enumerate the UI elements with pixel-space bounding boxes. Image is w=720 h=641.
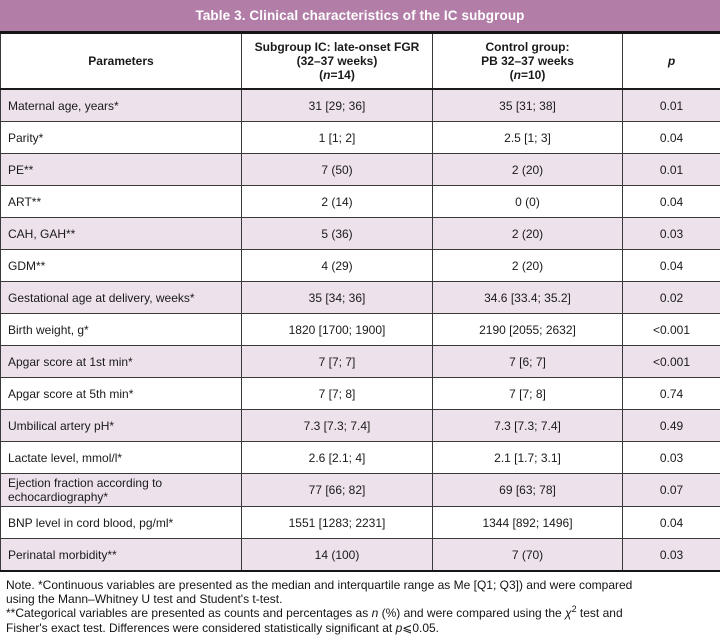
header-parameters: Parameters — [1, 34, 242, 89]
table-note: Note. *Continuous variables are presente… — [0, 572, 720, 641]
row-control-value: 2.1 [1.7; 3.1] — [433, 442, 623, 474]
row-parameter: Gestational age at delivery, weeks* — [1, 282, 242, 314]
table-row: Apgar score at 5th min*7 [7; 8]7 [7; 8]0… — [1, 378, 720, 410]
row-control-value: 2 (20) — [433, 250, 623, 282]
row-fgr-value: 4 (29) — [242, 250, 433, 282]
row-parameter: Birth weight, g* — [1, 314, 242, 346]
table-row: Apgar score at 1st min*7 [7; 7]7 [6; 7]<… — [1, 346, 720, 378]
row-parameter: Perinatal morbidity** — [1, 539, 242, 572]
table-row: CAH, GAH**5 (36)2 (20)0.03 — [1, 218, 720, 250]
row-parameter: Apgar score at 1st min* — [1, 346, 242, 378]
row-p-value: <0.001 — [623, 346, 720, 378]
row-p-value: 0.01 — [623, 154, 720, 186]
row-parameter: Ejection fraction according to echocardi… — [1, 474, 242, 507]
row-fgr-value: 1 [1; 2] — [242, 122, 433, 154]
row-control-value: 2.5 [1; 3] — [433, 122, 623, 154]
row-control-value: 1344 [892; 1496] — [433, 507, 623, 539]
row-parameter: CAH, GAH** — [1, 218, 242, 250]
table-row: Perinatal morbidity**14 (100)7 (70)0.03 — [1, 539, 720, 572]
row-fgr-value: 7 (50) — [242, 154, 433, 186]
row-fgr-value: 7 [7; 7] — [242, 346, 433, 378]
row-p-value: 0.03 — [623, 218, 720, 250]
header-p: p — [623, 34, 720, 89]
row-parameter: GDM** — [1, 250, 242, 282]
table-row: Parity*1 [1; 2]2.5 [1; 3]0.04 — [1, 122, 720, 154]
row-fgr-value: 14 (100) — [242, 539, 433, 572]
row-p-value: <0.001 — [623, 314, 720, 346]
row-p-value: 0.04 — [623, 250, 720, 282]
row-p-value: 0.01 — [623, 89, 720, 122]
table-row: PE**7 (50)2 (20)0.01 — [1, 154, 720, 186]
header-subgroup-ic: Subgroup IC: late-onset FGR(32–37 weeks)… — [242, 34, 433, 89]
row-parameter: BNP level in cord blood, pg/ml* — [1, 507, 242, 539]
table-row: BNP level in cord blood, pg/ml*1551 [128… — [1, 507, 720, 539]
row-p-value: 0.02 — [623, 282, 720, 314]
row-control-value: 7 (70) — [433, 539, 623, 572]
table-row: Maternal age, years*31 [29; 36]35 [31; 3… — [1, 89, 720, 122]
row-fgr-value: 7.3 [7.3; 7.4] — [242, 410, 433, 442]
row-parameter: PE** — [1, 154, 242, 186]
row-parameter: ART** — [1, 186, 242, 218]
row-control-value: 34.6 [33.4; 35.2] — [433, 282, 623, 314]
table-row: Umbilical artery pH*7.3 [7.3; 7.4]7.3 [7… — [1, 410, 720, 442]
row-control-value: 7 [7; 8] — [433, 378, 623, 410]
row-parameter: Parity* — [1, 122, 242, 154]
header-row: Parameters Subgroup IC: late-onset FGR(3… — [1, 34, 720, 89]
table-row: Ejection fraction according to echocardi… — [1, 474, 720, 507]
row-control-value: 7.3 [7.3; 7.4] — [433, 410, 623, 442]
table-row: Lactate level, mmol/l*2.6 [2.1; 4]2.1 [1… — [1, 442, 720, 474]
row-p-value: 0.04 — [623, 507, 720, 539]
row-control-value: 2190 [2055; 2632] — [433, 314, 623, 346]
table-body: Maternal age, years*31 [29; 36]35 [31; 3… — [1, 89, 720, 571]
row-parameter: Apgar score at 5th min* — [1, 378, 242, 410]
row-control-value: 35 [31; 38] — [433, 89, 623, 122]
row-fgr-value: 35 [34; 36] — [242, 282, 433, 314]
row-fgr-value: 2.6 [2.1; 4] — [242, 442, 433, 474]
row-fgr-value: 1820 [1700; 1900] — [242, 314, 433, 346]
row-fgr-value: 1551 [1283; 2231] — [242, 507, 433, 539]
row-fgr-value: 2 (14) — [242, 186, 433, 218]
header-control-group: Control group:PB 32–37 weeks(n=10) — [433, 34, 623, 89]
row-p-value: 0.03 — [623, 442, 720, 474]
row-p-value: 0.04 — [623, 186, 720, 218]
row-p-value: 0.49 — [623, 410, 720, 442]
row-parameter: Lactate level, mmol/l* — [1, 442, 242, 474]
row-fgr-value: 7 [7; 8] — [242, 378, 433, 410]
clinical-characteristics-table: Parameters Subgroup IC: late-onset FGR(3… — [0, 34, 720, 572]
table-row: GDM**4 (29)2 (20)0.04 — [1, 250, 720, 282]
row-parameter: Umbilical artery pH* — [1, 410, 242, 442]
row-p-value: 0.03 — [623, 539, 720, 572]
table-row: Gestational age at delivery, weeks*35 [3… — [1, 282, 720, 314]
row-fgr-value: 77 [66; 82] — [242, 474, 433, 507]
table-row: Birth weight, g*1820 [1700; 1900]2190 [2… — [1, 314, 720, 346]
row-p-value: 0.04 — [623, 122, 720, 154]
row-control-value: 2 (20) — [433, 154, 623, 186]
row-fgr-value: 31 [29; 36] — [242, 89, 433, 122]
row-control-value: 0 (0) — [433, 186, 623, 218]
table-row: ART**2 (14)0 (0)0.04 — [1, 186, 720, 218]
table-title: Table 3. Clinical characteristics of the… — [195, 8, 524, 23]
row-control-value: 7 [6; 7] — [433, 346, 623, 378]
row-parameter: Maternal age, years* — [1, 89, 242, 122]
row-control-value: 2 (20) — [433, 218, 623, 250]
row-control-value: 69 [63; 78] — [433, 474, 623, 507]
row-fgr-value: 5 (36) — [242, 218, 433, 250]
table-title-bar: Table 3. Clinical characteristics of the… — [0, 0, 720, 34]
row-p-value: 0.07 — [623, 474, 720, 507]
row-p-value: 0.74 — [623, 378, 720, 410]
